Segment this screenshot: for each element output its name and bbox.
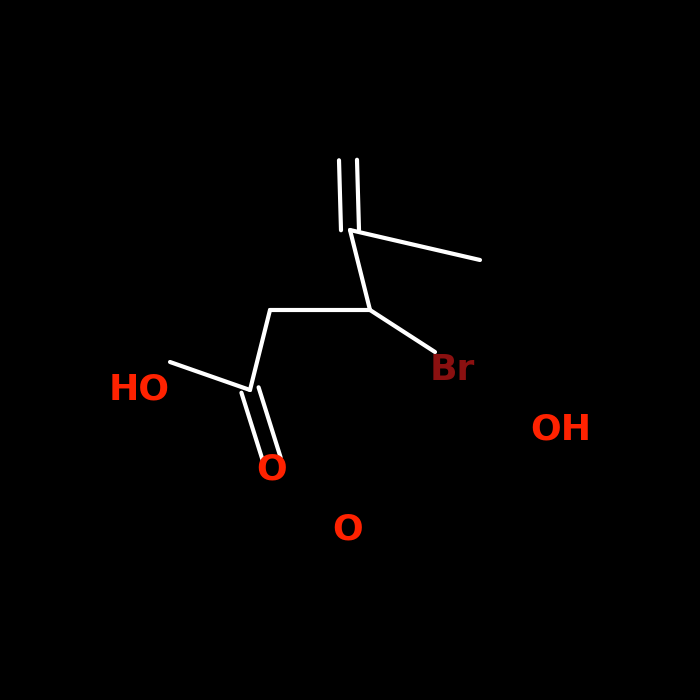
Text: O: O <box>332 513 363 547</box>
Text: HO: HO <box>109 373 170 407</box>
Text: Br: Br <box>430 353 475 387</box>
Text: O: O <box>257 453 288 487</box>
Text: OH: OH <box>530 413 591 447</box>
